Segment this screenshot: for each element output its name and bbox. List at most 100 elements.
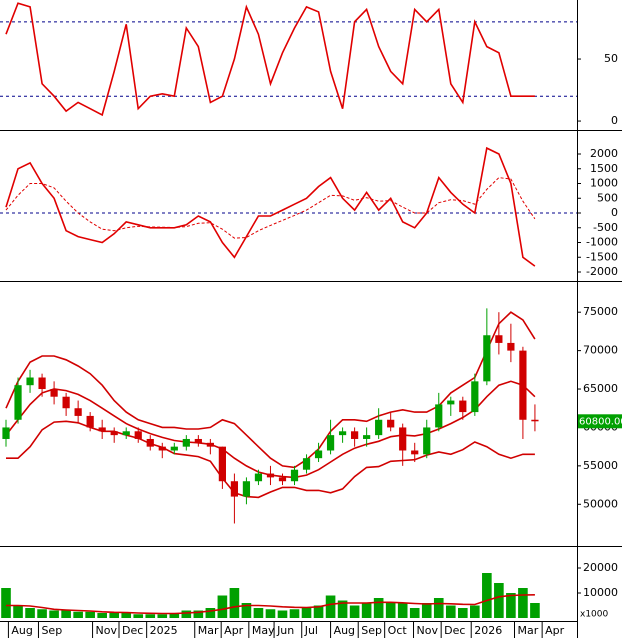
candle-body	[338, 431, 347, 436]
candle-body	[218, 446, 226, 482]
candle-body	[278, 477, 287, 482]
candle-body	[98, 427, 106, 432]
candle-body	[411, 450, 419, 455]
last-price-box	[578, 414, 622, 429]
volume-bar	[13, 605, 23, 618]
candle-body	[290, 469, 299, 482]
candle-body	[122, 431, 130, 436]
volume-bar	[506, 593, 516, 618]
y-tick-label: -500	[593, 221, 618, 234]
volume-bar	[445, 605, 456, 618]
x-tick-label: Apr	[545, 624, 565, 637]
y-tick-label: 10000	[583, 586, 618, 599]
x-tick-label: Oct	[388, 624, 408, 637]
candle-body	[363, 435, 371, 439]
x-tick-label: Aug	[11, 624, 32, 637]
volume-bar	[157, 614, 168, 618]
candle-body	[206, 442, 214, 447]
y-tick-label: -1500	[586, 250, 618, 263]
candle-body	[50, 389, 58, 397]
volume-bar	[205, 608, 216, 618]
x-tick-label: Jul	[304, 624, 318, 637]
y-tick-label: 2000	[590, 147, 618, 160]
y-tick-label: 50	[604, 52, 618, 65]
x-tick-label: Apr	[224, 624, 244, 637]
candle-body	[146, 438, 154, 447]
candle-body	[38, 377, 46, 390]
candle-body	[351, 431, 359, 439]
candle-body	[182, 438, 190, 447]
line	[5, 177, 536, 239]
x-tick-label: Dec	[122, 624, 143, 637]
line	[6, 594, 535, 615]
candle-body	[375, 419, 383, 436]
volume-bar	[109, 613, 120, 618]
candle-body	[495, 335, 503, 343]
volume-bar	[145, 614, 156, 618]
unit-label: x1000	[580, 610, 609, 620]
volume-bar	[494, 583, 504, 618]
candle-body	[26, 377, 34, 386]
line	[5, 311, 536, 469]
x-tick-label: 2025	[150, 624, 178, 637]
volume-bar	[265, 609, 276, 618]
volume-bar	[277, 610, 288, 618]
candle-body	[483, 335, 491, 382]
volume-bar	[373, 598, 384, 618]
candle-body	[86, 415, 94, 428]
volume-bar	[1, 588, 11, 618]
volume-bar	[241, 603, 252, 618]
candle-body	[74, 408, 82, 416]
candle-body	[531, 419, 539, 422]
volume-bar	[518, 588, 528, 618]
line	[6, 420, 535, 499]
candle-body	[314, 450, 323, 459]
candle-body	[62, 396, 70, 409]
candle-body	[158, 446, 166, 451]
volume-bar	[193, 610, 204, 618]
candle-body	[254, 473, 263, 482]
y-tick-label: -1000	[586, 236, 618, 249]
volume-bar	[253, 608, 264, 618]
volume-bar	[61, 610, 71, 618]
candle-body	[170, 446, 178, 451]
volume-bar	[482, 573, 492, 618]
x-tick-label: Mar	[517, 624, 538, 637]
candle-body	[14, 385, 22, 420]
volume-bar	[121, 613, 132, 618]
candle-body	[2, 427, 10, 439]
x-tick-label: Sep	[361, 624, 382, 637]
candle-body	[387, 419, 395, 428]
y-tick-label: 65000	[583, 382, 618, 395]
y-tick-label: 500	[597, 191, 618, 204]
x-tick-label: Jun	[276, 624, 294, 637]
candle-body	[194, 438, 202, 443]
volume-bar	[97, 613, 107, 618]
volume-bar	[313, 605, 324, 618]
volume-bar	[325, 595, 336, 618]
volume-bar	[181, 610, 192, 618]
candle-body	[266, 473, 275, 478]
y-tick-label: 55000	[583, 459, 618, 472]
volume-bar	[433, 598, 444, 618]
x-tick-label: Mar	[198, 624, 219, 637]
line	[5, 2, 535, 117]
volume-bar	[385, 603, 396, 618]
candle-body	[242, 481, 251, 497]
candle-body	[507, 342, 515, 351]
x-tick-label: Dec	[444, 624, 465, 637]
y-tick-label: 20000	[583, 561, 618, 574]
candle-body	[459, 400, 467, 413]
candle-body	[134, 431, 142, 439]
volume-bar	[37, 609, 47, 618]
candle-body	[230, 481, 239, 497]
volume-bar	[457, 608, 468, 618]
volume-bar	[229, 588, 240, 618]
x-tick-label: Aug	[334, 624, 355, 637]
candle-body	[435, 404, 443, 428]
y-tick-label: 0	[611, 114, 618, 127]
y-tick-label: 75000	[583, 305, 618, 318]
y-tick-label: -2000	[586, 265, 618, 278]
